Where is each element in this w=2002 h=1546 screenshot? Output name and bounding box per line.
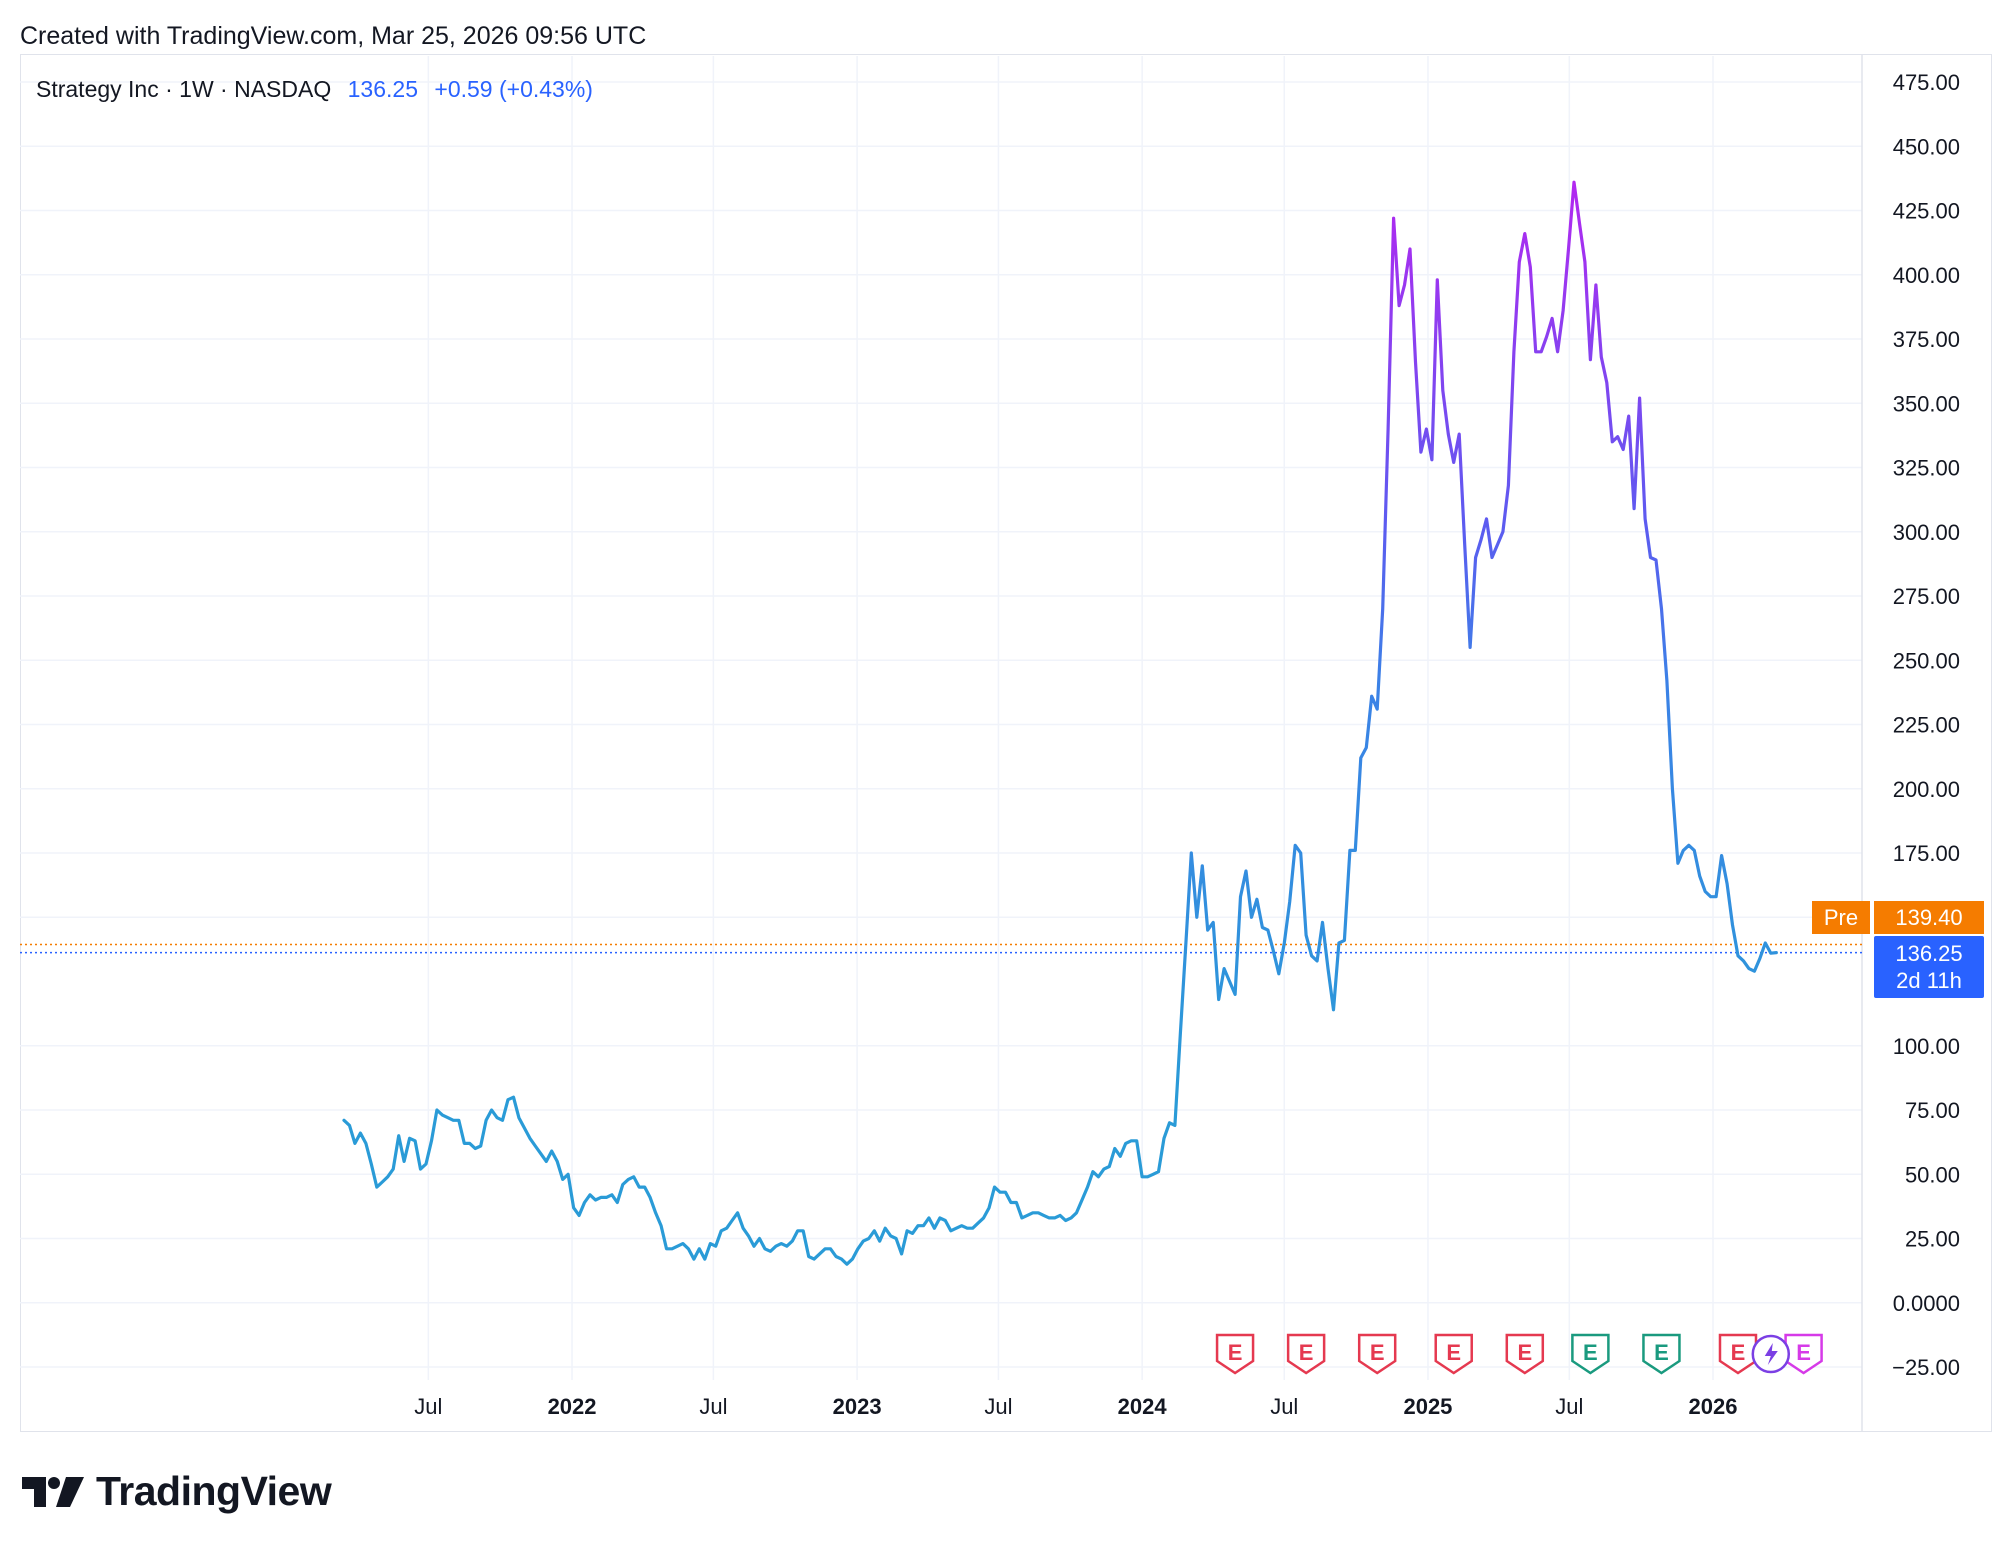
legend-change: +0.59 (+0.43%)	[434, 76, 593, 102]
earnings-marker[interactable]: E	[1642, 1333, 1681, 1375]
y-tick-label: 325.00	[1893, 456, 1960, 481]
x-tick-label: Jul	[1555, 1394, 1583, 1419]
y-tick-label: 25.00	[1905, 1227, 1960, 1252]
earnings-marker[interactable]: E	[1434, 1333, 1473, 1375]
earnings-badge-label: E	[1583, 1340, 1598, 1365]
pre-price: 139.40	[1895, 905, 1963, 930]
y-axis: 475.00 450.00 425.00 400.00 375.00 350.00 325.…	[1892, 70, 1960, 1380]
earnings-badge-label: E	[1299, 1340, 1314, 1365]
x-tick-label: Jul	[1270, 1394, 1298, 1419]
legend-price: 136.25	[347, 76, 418, 102]
earnings-badge-label: E	[1228, 1340, 1243, 1365]
earnings-marker[interactable]: E	[1571, 1333, 1610, 1375]
earnings-badge-icon	[1642, 1333, 1681, 1375]
y-tick-label: 50.00	[1905, 1162, 1960, 1187]
y-tick-label: 250.00	[1893, 648, 1960, 673]
y-tick-label: −25.00	[1892, 1355, 1960, 1380]
x-tick-label: 2025	[1403, 1394, 1452, 1419]
y-tick-label: 100.00	[1893, 1034, 1960, 1059]
last-price: 136.25	[1895, 941, 1963, 966]
symbol-name: Strategy Inc · 1W · NASDAQ	[36, 76, 332, 102]
x-tick-label: Jul	[414, 1394, 442, 1419]
last-price-tag: 136.25 2d 11h	[1874, 936, 1984, 998]
y-tick-label: 75.00	[1905, 1098, 1960, 1123]
chart-frame	[20, 54, 1992, 1432]
earnings-badge-label: E	[1796, 1340, 1811, 1365]
y-tick-label: 225.00	[1893, 713, 1960, 738]
upcoming-event-icon[interactable]	[1751, 1334, 1791, 1374]
pre-label-tag: Pre	[1812, 901, 1870, 934]
price-chart[interactable]: 475.00 450.00 425.00 400.00 375.00 350.00 325.…	[0, 0, 2002, 1440]
earnings-badge-icon	[1571, 1333, 1610, 1375]
earnings-badge-label: E	[1517, 1340, 1532, 1365]
x-tick-label: 2023	[833, 1394, 882, 1419]
created-with-note: Created with TradingView.com, Mar 25, 20…	[20, 22, 647, 50]
y-tick-label: 375.00	[1893, 327, 1960, 352]
y-tick-label: 425.00	[1893, 199, 1960, 224]
earnings-badge-icon	[1434, 1333, 1473, 1375]
earnings-badge-icon	[1718, 1333, 1758, 1375]
earnings-marker[interactable]: E	[1286, 1333, 1326, 1375]
x-tick-label: 2024	[1118, 1394, 1168, 1419]
x-tick-label: 2026	[1689, 1394, 1738, 1419]
y-tick-label: 175.00	[1893, 841, 1960, 866]
grid-lines	[20, 54, 1863, 1432]
symbol-legend: Strategy Inc · 1W · NASDAQ 136.25 +0.59 …	[36, 76, 593, 103]
earnings-badge-icon	[1215, 1333, 1255, 1375]
y-tick-label: 400.00	[1893, 263, 1960, 288]
y-tick-label: 200.00	[1893, 777, 1960, 802]
price-line	[342, 180, 1778, 1266]
x-tick-label: Jul	[699, 1394, 727, 1419]
earnings-badge-label: E	[1731, 1340, 1746, 1365]
y-tick-label: 275.00	[1893, 584, 1960, 609]
lightning-icon	[1764, 1343, 1778, 1365]
earnings-marker[interactable]: E	[1357, 1333, 1397, 1375]
earnings-marker[interactable]: E	[1505, 1333, 1545, 1375]
x-tick-label: Jul	[984, 1394, 1012, 1419]
pre-label: Pre	[1823, 905, 1859, 930]
y-tick-label: 450.00	[1893, 134, 1960, 159]
earnings-marker[interactable]: E	[1215, 1333, 1255, 1375]
earnings-badge-icon	[1286, 1333, 1326, 1375]
y-tick-label: 300.00	[1893, 520, 1960, 545]
earnings-badge-label: E	[1370, 1340, 1385, 1365]
earnings-badge-icon	[1505, 1333, 1545, 1375]
x-axis: Jul 2022 Jul 2023 Jul 2024 Jul 2025 Jul 2026	[414, 1394, 1737, 1419]
y-tick-label: 475.00	[1893, 70, 1960, 95]
earnings-badge-label: E	[1446, 1340, 1461, 1365]
earnings-badge-icon	[1357, 1333, 1397, 1375]
pre-price-tag: 139.40	[1874, 901, 1984, 934]
tradingview-logo-icon	[22, 1476, 84, 1507]
y-tick-label: 350.00	[1893, 391, 1960, 416]
reference-lines	[20, 943, 1862, 954]
x-tick-label: 2022	[548, 1394, 597, 1419]
bar-countdown: 2d 11h	[1896, 968, 1962, 993]
tradingview-wordmark: TradingView	[96, 1468, 332, 1514]
earnings-badge-label: E	[1654, 1340, 1669, 1365]
tradingview-logo[interactable]: TradingView	[22, 1468, 332, 1515]
earnings-marker[interactable]: E	[1718, 1333, 1758, 1375]
y-tick-label: 0.0000	[1893, 1291, 1960, 1316]
